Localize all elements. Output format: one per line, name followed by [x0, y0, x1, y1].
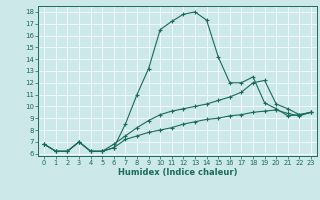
X-axis label: Humidex (Indice chaleur): Humidex (Indice chaleur) [118, 168, 237, 177]
